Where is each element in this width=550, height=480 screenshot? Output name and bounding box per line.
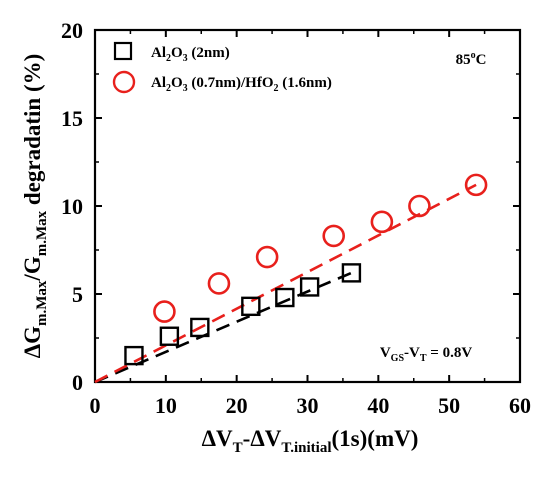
- data-point-series-1: [159, 326, 180, 346]
- data-point-series-2: [255, 245, 279, 269]
- x-tick-label: 10: [155, 393, 177, 418]
- data-markers: [124, 173, 488, 366]
- data-point-series-1: [241, 296, 261, 317]
- legend: Al2O3 (2nm) Al2O3 (0.7nm)/HfO2 (1.6nm): [112, 41, 332, 94]
- y-tick-label: 15: [61, 106, 83, 131]
- y-tick-label: 5: [72, 282, 83, 307]
- legend-label-series-2: Al2O3 (0.7nm)/HfO2 (1.6nm): [151, 75, 332, 94]
- x-tick-label: 0: [90, 393, 101, 418]
- data-point-series-1: [299, 277, 320, 297]
- y-axis-title: ΔGm.Max/Gm.Max degradatin (%): [20, 54, 50, 359]
- x-tick-label: 40: [367, 393, 389, 418]
- x-tick-label: 60: [509, 393, 531, 418]
- x-axis-title: ΔVT-ΔVT.initial(1s)(mV): [202, 426, 419, 456]
- y-tick-label: 20: [61, 18, 83, 43]
- legend-marker-square: [113, 41, 133, 61]
- bias-annotation: VGS-VT = 0.8V: [380, 345, 472, 364]
- x-tick-label: 20: [226, 393, 248, 418]
- data-point-series-1: [190, 317, 210, 338]
- x-tick-label: 50: [438, 393, 460, 418]
- legend-marker-circle: [112, 70, 136, 94]
- data-point-series-2: [370, 210, 394, 234]
- data-point-series-1: [275, 287, 295, 308]
- temperature-annotation: 85oC: [456, 50, 487, 68]
- fit-line-series-1: [94, 271, 352, 384]
- y-tick-label: 10: [61, 194, 83, 219]
- data-point-series-2: [153, 300, 176, 323]
- fit-line-series-2: [94, 183, 477, 384]
- data-point-series-2: [322, 224, 346, 248]
- data-point-series-2: [207, 272, 231, 295]
- data-point-series-1: [124, 345, 144, 366]
- data-point-series-2: [408, 194, 431, 218]
- x-axis: 0 10 20 30 40 50 60: [90, 30, 531, 418]
- x-tick-label: 30: [297, 393, 319, 418]
- data-point-series-1: [341, 263, 362, 283]
- y-tick-label: 0: [72, 370, 83, 395]
- legend-label-series-1: Al2O3 (2nm): [151, 45, 230, 64]
- data-point-series-2: [464, 173, 488, 197]
